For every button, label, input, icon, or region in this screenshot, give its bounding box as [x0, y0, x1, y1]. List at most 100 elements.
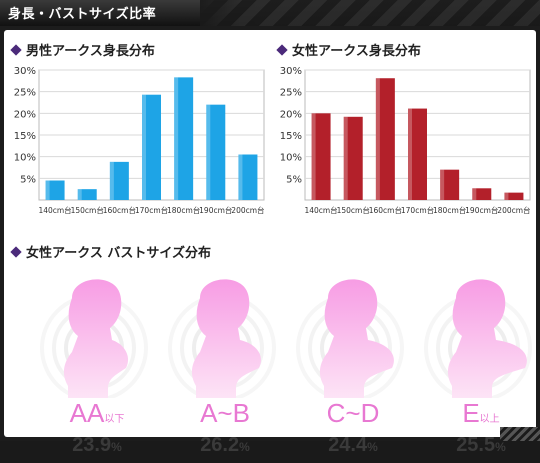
page-title: 身長・バストサイズ比率	[8, 7, 157, 22]
female-bar	[504, 192, 524, 200]
percentage-unit: %	[495, 440, 506, 454]
male-y-tick-label: 15%	[14, 131, 36, 142]
female-x-tick-label: 140cm台	[304, 205, 337, 215]
diamond-bullet-icon	[276, 44, 288, 56]
female-y-tick-label: 15%	[280, 131, 302, 142]
female-chart-title: 女性アークス身長分布	[292, 44, 421, 59]
silhouette-icon	[296, 279, 404, 398]
male-x-tick-label: 200cm台	[231, 205, 264, 215]
female-bar-highlight	[343, 116, 348, 200]
female-bar-highlight	[311, 113, 316, 200]
male-bar	[174, 77, 194, 200]
female-bar-highlight	[375, 78, 380, 200]
male-y-tick-label: 5%	[20, 174, 36, 185]
male-bar-highlight	[45, 180, 50, 200]
female-y-tick-label: 20%	[280, 109, 302, 120]
male-x-tick-label: 170cm台	[135, 205, 168, 215]
female-x-tick-label: 180cm台	[433, 205, 466, 215]
cup-size-label: E以上	[416, 398, 540, 429]
percentage-unit: %	[239, 440, 250, 454]
male-chart-heading: 男性アークス身長分布	[10, 40, 155, 59]
male-bar	[142, 94, 161, 200]
female-chart-heading: 女性アークス身長分布	[276, 40, 421, 59]
female-bar	[311, 113, 331, 200]
diamond-bullet-icon	[10, 246, 22, 258]
male-chart-title: 男性アークス身長分布	[26, 44, 155, 59]
female-x-tick-label: 150cm台	[337, 205, 370, 215]
female-bar	[343, 116, 363, 200]
silhouette-icon	[424, 279, 532, 398]
male-bar	[206, 104, 226, 200]
header-stripes	[200, 0, 540, 26]
male-height-chart: 5% 10% 15% 20% 25% 30% 140cm台150cm台160cm台170cm…	[14, 66, 265, 215]
corner-stripes	[500, 427, 540, 441]
male-y-tick-label: 10%	[14, 153, 36, 164]
cup-size-text: A~B	[200, 398, 250, 428]
male-y-tick-label: 25%	[14, 88, 36, 99]
silhouette-icon	[168, 279, 276, 398]
male-bar	[238, 154, 258, 200]
diamond-bullet-icon	[10, 44, 22, 56]
female-x-tick-label: 190cm台	[465, 205, 498, 215]
male-bar-highlight	[77, 189, 82, 200]
female-bar	[408, 108, 427, 200]
female-x-tick-label: 160cm台	[369, 205, 402, 215]
male-x-tick-label: 140cm台	[38, 205, 71, 215]
silhouette-icon	[40, 279, 148, 398]
male-x-tick-label: 180cm台	[167, 205, 200, 215]
female-y-tick-label: 5%	[286, 174, 302, 185]
percentage-value: 23.9	[72, 434, 112, 456]
male-bar	[77, 189, 97, 200]
bust-heading: 女性アークス バストサイズ分布	[10, 242, 211, 261]
male-bar-highlight	[238, 154, 243, 200]
female-bar-highlight	[408, 108, 412, 200]
cup-size-label: C~D	[288, 398, 418, 429]
male-bar-highlight	[142, 94, 146, 200]
female-bar	[472, 188, 492, 200]
male-y-tick-label: 20%	[14, 109, 36, 120]
bust-item: C~D 24.4%	[288, 268, 418, 463]
female-x-tick-label: 200cm台	[497, 205, 530, 215]
cup-size-text: E	[462, 398, 480, 428]
cup-size-percentage: 24.4%	[288, 434, 418, 457]
female-bar	[375, 78, 395, 200]
cup-size-text: AA	[69, 398, 105, 428]
female-y-tick-label: 30%	[280, 66, 302, 77]
bust-item: AA以下 23.9%	[32, 268, 162, 463]
male-bar-highlight	[109, 161, 114, 200]
male-bar	[109, 161, 129, 200]
female-bar-highlight	[472, 188, 477, 200]
female-height-chart: 5% 10% 15% 20% 25% 30% 140cm台150cm台160cm台170cm…	[280, 66, 531, 215]
bust-item: E以上 25.5%	[416, 268, 540, 463]
header-bar: 身長・バストサイズ比率	[0, 0, 540, 26]
content-panel: 男性アークス身長分布 女性アークス身長分布 5% 10% 15% 20% 25% 30% 1…	[4, 30, 536, 456]
female-y-tick-label: 25%	[280, 88, 302, 99]
bust-item: A~B 26.2%	[160, 268, 290, 463]
cup-size-label: AA以下	[32, 398, 162, 429]
male-y-tick-label: 30%	[14, 66, 36, 77]
female-bar	[440, 169, 460, 200]
cup-size-percentage: 26.2%	[160, 434, 290, 457]
male-x-tick-label: 190cm台	[199, 205, 232, 215]
male-bar	[45, 180, 65, 200]
male-bar-highlight	[174, 77, 179, 200]
cup-size-text: C~D	[326, 398, 380, 428]
percentage-unit: %	[367, 440, 378, 454]
percentage-value: 25.5	[456, 434, 496, 456]
male-x-tick-label: 160cm台	[103, 205, 136, 215]
percentage-value: 24.4	[328, 434, 368, 456]
cup-size-percentage: 23.9%	[32, 434, 162, 457]
percentage-unit: %	[111, 440, 122, 454]
cup-size-suffix: 以下	[104, 414, 125, 425]
cup-size-suffix: 以上	[479, 414, 500, 425]
female-x-tick-label: 170cm台	[401, 205, 434, 215]
female-bar-highlight	[504, 192, 509, 200]
female-y-tick-label: 10%	[280, 153, 302, 164]
male-x-tick-label: 150cm台	[71, 205, 104, 215]
bust-section-title: 女性アークス バストサイズ分布	[26, 246, 211, 261]
cup-size-label: A~B	[160, 398, 290, 429]
female-bar-highlight	[440, 169, 445, 200]
percentage-value: 26.2	[200, 434, 240, 456]
male-bar-highlight	[206, 104, 211, 200]
